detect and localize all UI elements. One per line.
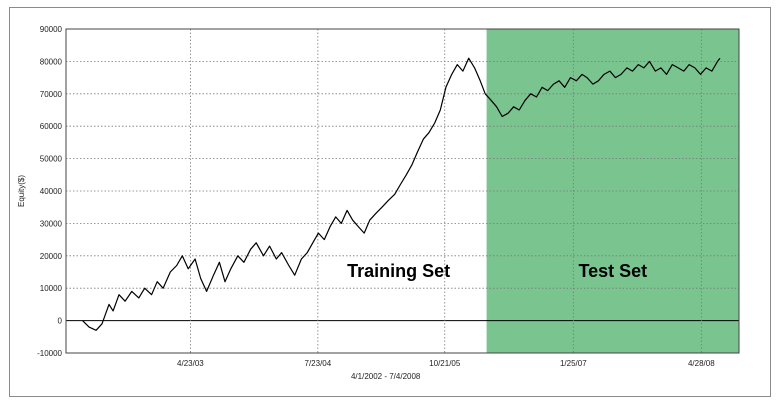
y-tick-label: 80000 xyxy=(40,57,63,66)
y-axis-label: Equity($) xyxy=(17,175,26,207)
equity-chart: -10000 0 10000 20000 30000 40000 50000 60000 700… xyxy=(17,25,740,381)
x-axis-label: 4/1/2002 - 7/4/2008 xyxy=(351,372,421,381)
test-set-label: Test Set xyxy=(578,261,647,281)
chart-frame: -10000 0 10000 20000 30000 40000 50000 60000 700… xyxy=(9,7,771,397)
y-tick-label: -10000 xyxy=(37,349,62,358)
y-tick-label: 30000 xyxy=(40,219,63,228)
region-0 xyxy=(82,29,487,353)
axes xyxy=(65,28,740,354)
training-set-label: Training Set xyxy=(347,261,450,281)
y-tick-label: 50000 xyxy=(40,155,63,164)
y-tick-label: 10000 xyxy=(40,284,63,293)
y-tick-label: 60000 xyxy=(40,122,63,131)
x-tick-label: 7/23/04 xyxy=(305,359,332,368)
x-tick-label: 1/25/07 xyxy=(560,359,587,368)
y-tick-label: 40000 xyxy=(40,187,63,196)
series-layer xyxy=(82,57,721,331)
x-tick-label: 10/21/05 xyxy=(429,359,461,368)
labels: -10000 0 10000 20000 30000 40000 50000 60000 700… xyxy=(17,25,715,381)
y-tick-label: 90000 xyxy=(40,25,63,34)
equity-line xyxy=(82,57,721,331)
y-tick-label: 0 xyxy=(58,317,63,326)
x-tick-label: 4/23/03 xyxy=(177,359,204,368)
plot-border xyxy=(65,28,740,354)
y-tick-label: 70000 xyxy=(40,90,63,99)
y-tick-label: 20000 xyxy=(40,252,63,261)
x-tick-label: 4/28/08 xyxy=(688,359,715,368)
